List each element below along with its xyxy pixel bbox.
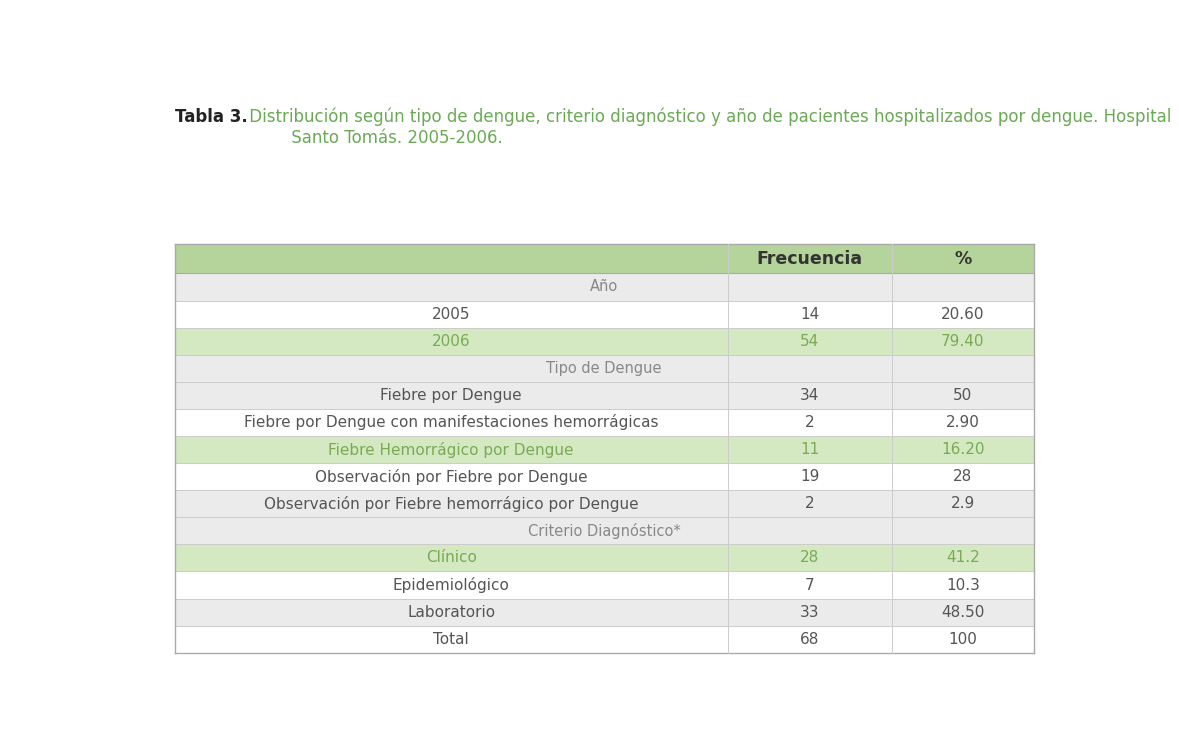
Text: Distribución según tipo de dengue, criterio diagnóstico y año de pacientes hospi: Distribución según tipo de dengue, crite… (244, 108, 1172, 147)
Bar (174, 355, 1034, 382)
Bar (174, 436, 1034, 463)
Text: 28: 28 (954, 469, 973, 484)
Text: 50: 50 (954, 388, 973, 403)
Text: 11: 11 (801, 442, 819, 457)
Text: Observación por Fiebre por Dengue: Observación por Fiebre por Dengue (315, 468, 587, 485)
Text: 7: 7 (805, 578, 815, 593)
Text: 68: 68 (801, 632, 819, 647)
Text: 2: 2 (805, 415, 815, 430)
Text: Total: Total (434, 632, 469, 647)
Bar (174, 300, 1034, 328)
Text: Tipo de Dengue: Tipo de Dengue (547, 361, 661, 376)
Text: 2.90: 2.90 (946, 415, 980, 430)
Text: 41.2: 41.2 (946, 550, 980, 566)
Text: 100: 100 (948, 632, 977, 647)
Text: 19: 19 (801, 469, 819, 484)
Text: 28: 28 (801, 550, 819, 566)
Text: 2.9: 2.9 (950, 496, 975, 511)
Text: 20.60: 20.60 (941, 306, 984, 322)
Text: 16.20: 16.20 (941, 442, 984, 457)
Bar (174, 572, 1034, 599)
Bar (174, 490, 1034, 517)
Text: Epidemiológico: Epidemiológico (393, 577, 509, 593)
Text: 48.50: 48.50 (941, 605, 984, 620)
Text: Fiebre por Dengue con manifestaciones hemorrágicas: Fiebre por Dengue con manifestaciones he… (244, 414, 658, 431)
Bar (174, 382, 1034, 409)
Text: Observación por Fiebre hemorrágico por Dengue: Observación por Fiebre hemorrágico por D… (264, 495, 639, 512)
Text: Laboratorio: Laboratorio (407, 605, 495, 620)
Text: 14: 14 (801, 306, 819, 322)
Text: %: % (954, 250, 971, 268)
Text: 79.40: 79.40 (941, 334, 984, 349)
Text: Criterio Diagnóstico*: Criterio Diagnóstico* (528, 523, 680, 539)
Text: Fiebre Hemorrágico por Dengue: Fiebre Hemorrágico por Dengue (329, 441, 574, 458)
Bar (174, 244, 1034, 273)
Text: 2: 2 (805, 496, 815, 511)
Bar (174, 409, 1034, 436)
Text: 33: 33 (801, 605, 819, 620)
Text: 54: 54 (801, 334, 819, 349)
Bar (174, 626, 1034, 653)
Text: 34: 34 (801, 388, 819, 403)
Text: Clínico: Clínico (426, 550, 476, 566)
Bar (174, 463, 1034, 490)
Text: Tabla 3.: Tabla 3. (174, 108, 248, 126)
Bar (174, 544, 1034, 572)
Bar (174, 517, 1034, 544)
Bar (174, 328, 1034, 355)
Bar (174, 599, 1034, 626)
Text: Año: Año (591, 279, 618, 294)
Text: Frecuencia: Frecuencia (757, 250, 863, 268)
Bar (174, 273, 1034, 300)
Text: 2006: 2006 (432, 334, 470, 349)
Text: Fiebre por Dengue: Fiebre por Dengue (381, 388, 522, 403)
Text: 2005: 2005 (432, 306, 470, 322)
Text: 10.3: 10.3 (946, 578, 980, 593)
